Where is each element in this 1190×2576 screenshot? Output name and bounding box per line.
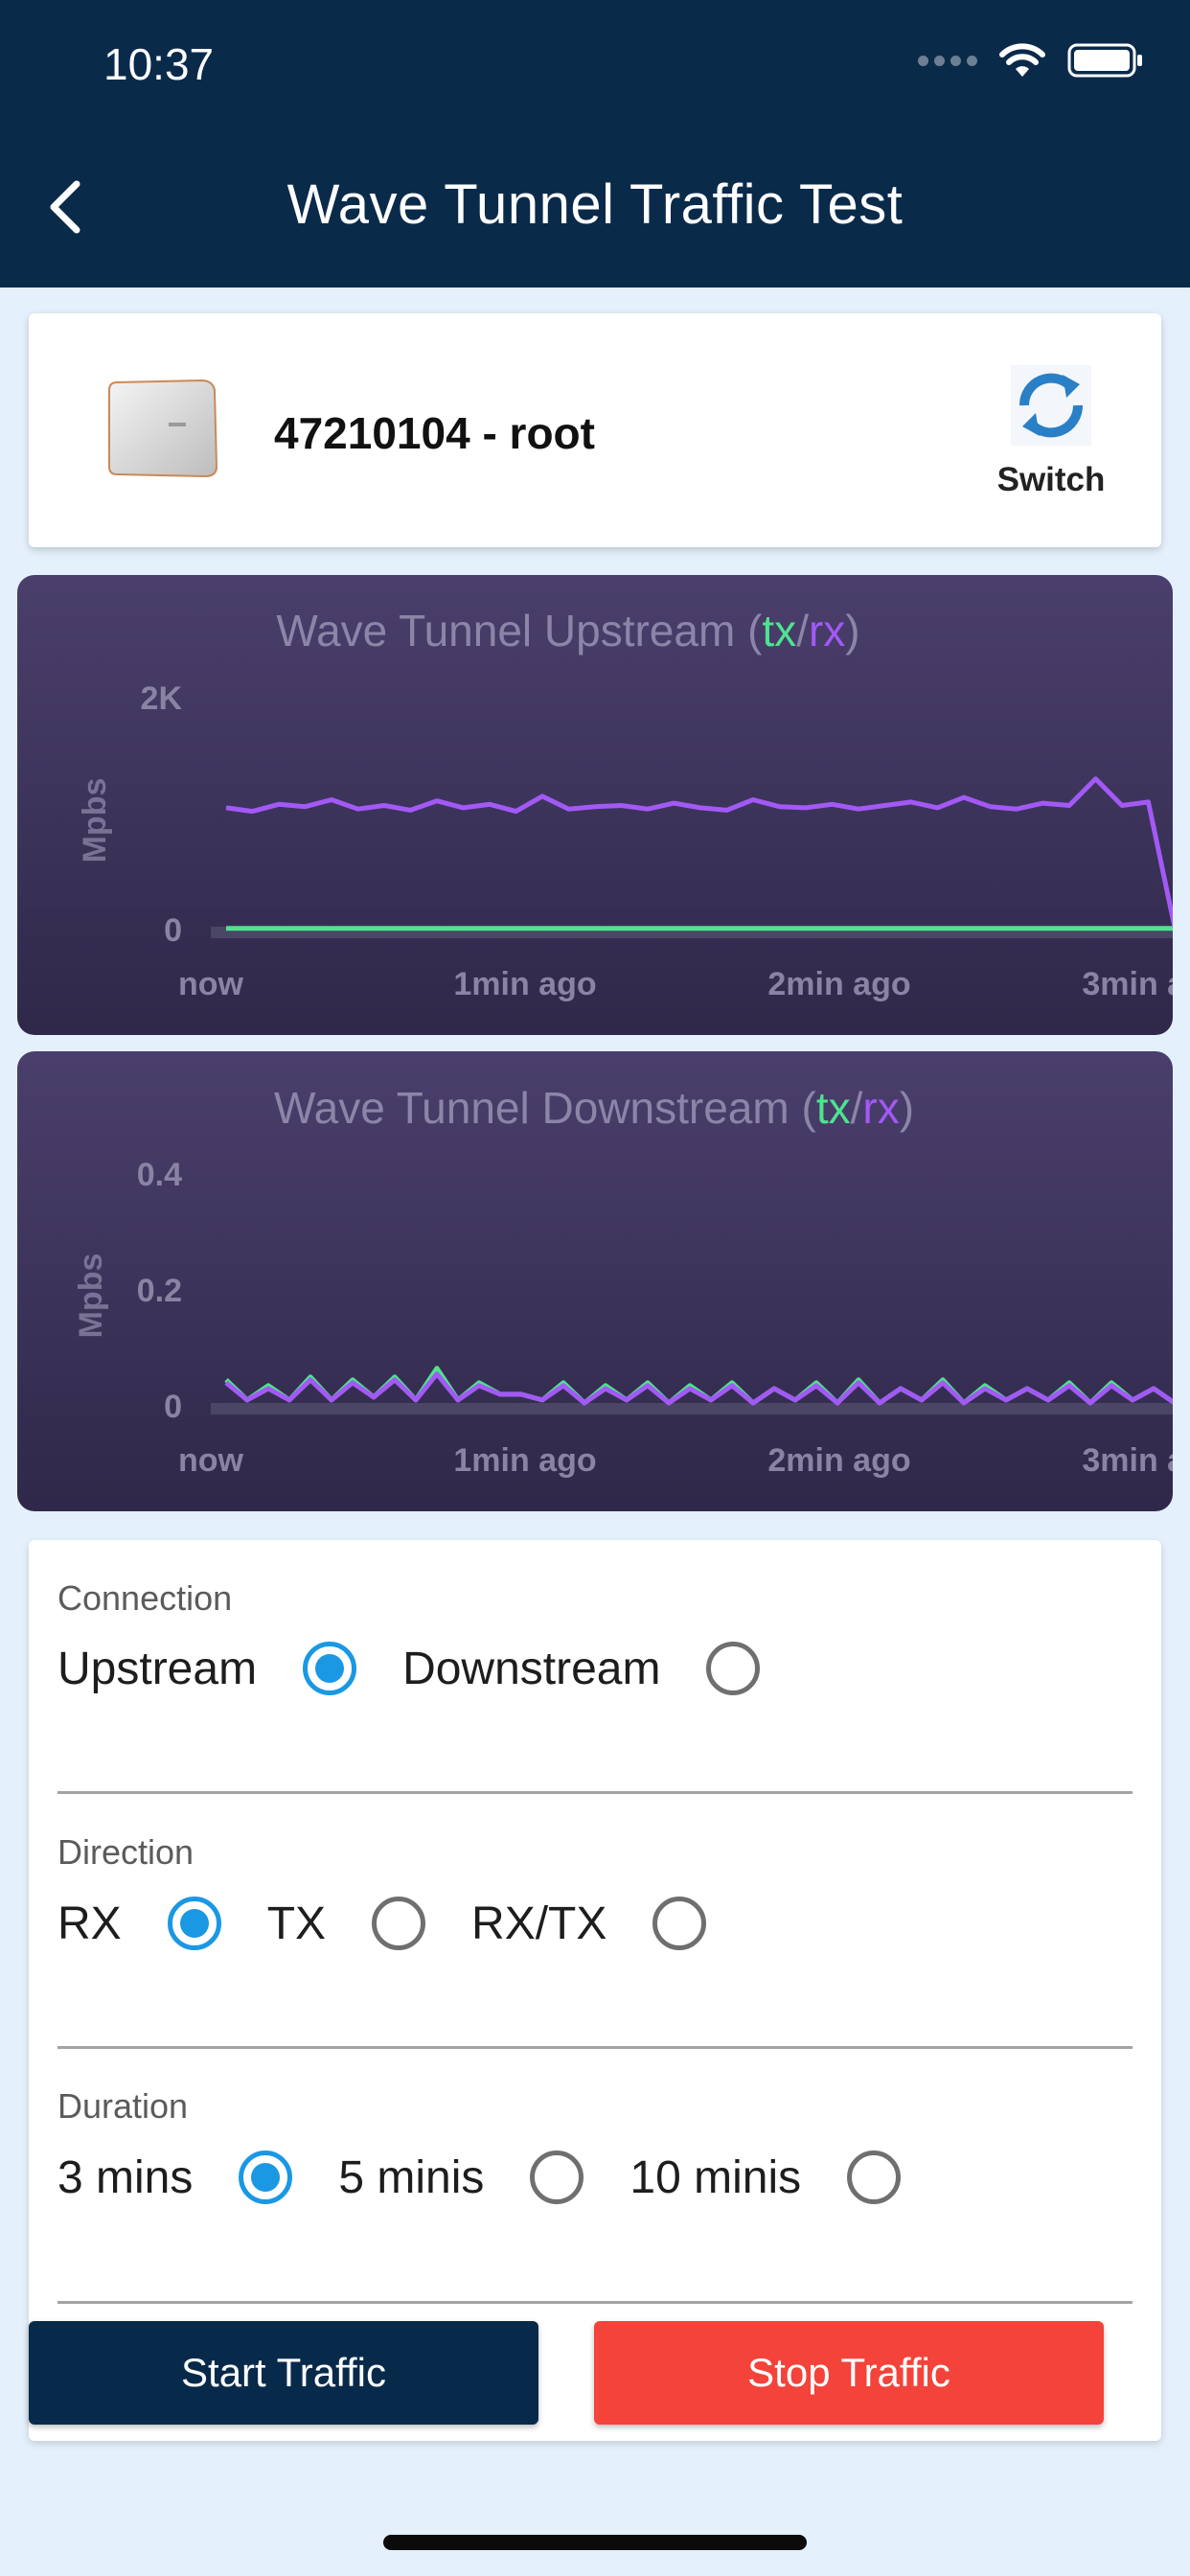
divider xyxy=(57,1791,1133,1794)
direction-options: RX TX RX/TX xyxy=(57,1897,752,1950)
legend-tx: tx xyxy=(816,1083,851,1133)
chart-title-suffix: ) xyxy=(845,606,859,656)
back-button[interactable] xyxy=(34,169,96,245)
y-axis-label: Mpbs xyxy=(77,778,113,863)
option-3-mins-label: 3 mins xyxy=(57,2151,194,2203)
divider xyxy=(57,2046,1133,2049)
duration-options: 3 mins 5 minis 10 minis xyxy=(57,2150,947,2204)
x-tick-label: 2min ago xyxy=(767,1442,910,1479)
duration-label: Duration xyxy=(57,2086,189,2126)
start-traffic-button[interactable]: Start Traffic xyxy=(29,2321,538,2425)
upstream-chart-title: Wave Tunnel Upstream (tx/rx) xyxy=(276,606,859,656)
traffic-options-card: Connection Upstream Downstream Direction… xyxy=(29,1540,1161,2441)
radio-rxtx[interactable] xyxy=(652,1897,707,1950)
x-ticks: now 1min ago 2min ago 3min ago xyxy=(178,1442,1173,1479)
refresh-icon xyxy=(1011,365,1091,446)
series-tx-line xyxy=(224,1366,1173,1406)
y-tick-label: 0.2 xyxy=(137,1273,182,1309)
wifi-icon xyxy=(999,43,1045,77)
radio-10-mins[interactable] xyxy=(847,2150,902,2204)
radio-rx[interactable] xyxy=(167,1897,221,1950)
y-tick-label: 2K xyxy=(141,680,183,717)
downstream-chart-svg: Wave Tunnel Downstream (tx/rx) Mpbs 0.40… xyxy=(73,1083,1173,1479)
connection-label: Connection xyxy=(57,1578,233,1618)
x-tick-label: now xyxy=(178,966,244,1002)
y-tick-label: 0 xyxy=(164,912,182,949)
radio-upstream[interactable] xyxy=(303,1642,357,1695)
option-tx-label: TX xyxy=(266,1898,327,1949)
stop-traffic-button[interactable]: Stop Traffic xyxy=(594,2321,1104,2425)
app-header: 10:37 Wave Tunnel Traffic Test xyxy=(0,0,1190,288)
chart-title-text: Wave Tunnel Downstream ( xyxy=(274,1083,817,1133)
y-ticks: 2K 0 xyxy=(141,680,183,949)
y-tick-label: 0 xyxy=(164,1389,182,1425)
x-tick-label: 1min ago xyxy=(453,1442,596,1479)
option-5-mins-label: 5 minis xyxy=(338,2151,485,2203)
x-tick-label: 3min ago xyxy=(1082,1442,1173,1479)
option-rx-label: RX xyxy=(57,1898,122,1949)
device-name: 47210104 - root xyxy=(274,408,595,458)
option-upstream-label: Upstream xyxy=(57,1643,258,1694)
chart-title-suffix: ) xyxy=(900,1083,914,1133)
radio-tx[interactable] xyxy=(372,1897,426,1950)
downstream-chart: Wave Tunnel Downstream (tx/rx) Mpbs 0.4 0… xyxy=(17,1051,1173,1511)
option-downstream-label: Downstream xyxy=(402,1643,661,1694)
chevron-left-icon xyxy=(50,180,80,234)
x-ticks: now 1min ago 2min ago 3min ago xyxy=(178,966,1173,1002)
legend-separator: / xyxy=(796,606,809,656)
x-tick-label: 3min ago xyxy=(1082,966,1173,1002)
y-tick-label: 0.4 xyxy=(137,1157,182,1193)
upstream-chart-svg: Wave Tunnel Upstream (tx/rx) Mpbs 2K 0 no… xyxy=(77,606,1173,1002)
cellular-signal-icon xyxy=(918,55,977,66)
divider xyxy=(57,2301,1133,2304)
chart-title-text: Wave Tunnel Upstream ( xyxy=(276,606,763,656)
radio-3-mins[interactable] xyxy=(239,2150,293,2204)
device-card: 47210104 - root Switch xyxy=(29,313,1161,547)
downstream-chart-title: Wave Tunnel Downstream (tx/rx) xyxy=(274,1083,914,1133)
legend-rx: rx xyxy=(862,1083,899,1133)
direction-label: Direction xyxy=(57,1832,195,1872)
page-title: Wave Tunnel Traffic Test xyxy=(286,173,904,236)
legend-rx: rx xyxy=(809,606,845,656)
home-indicator[interactable] xyxy=(383,2535,807,2550)
x-tick-label: 2min ago xyxy=(767,966,910,1002)
baseline-bar xyxy=(211,1403,1173,1414)
legend-tx: tx xyxy=(762,606,796,656)
y-ticks: 0.4 0.2 0 xyxy=(137,1157,182,1425)
status-time: 10:37 xyxy=(103,39,215,89)
x-tick-label: 1min ago xyxy=(453,966,596,1002)
series-lines xyxy=(224,1366,1173,1406)
connection-options: Upstream Downstream xyxy=(57,1642,806,1695)
series-lines xyxy=(225,776,1173,932)
battery-icon xyxy=(1067,43,1142,78)
radio-downstream[interactable] xyxy=(706,1642,761,1695)
option-rxtx-label: RX/TX xyxy=(471,1898,607,1949)
switch-label: Switch xyxy=(996,461,1106,498)
series-rx-line xyxy=(225,776,1173,929)
radio-5-mins[interactable] xyxy=(530,2150,584,2204)
status-icons xyxy=(918,42,1144,79)
upstream-chart: Wave Tunnel Upstream (tx/rx) Mpbs 2K 0 no… xyxy=(17,575,1173,1035)
switch-device-button[interactable]: Switch xyxy=(950,365,1152,518)
series-rx-line xyxy=(224,1371,1173,1406)
option-10-mins-label: 10 minis xyxy=(629,2151,802,2203)
router-device-image xyxy=(108,379,218,478)
y-axis-label: Mpbs xyxy=(73,1254,109,1339)
x-tick-label: now xyxy=(178,1442,244,1479)
legend-separator: / xyxy=(851,1083,863,1133)
